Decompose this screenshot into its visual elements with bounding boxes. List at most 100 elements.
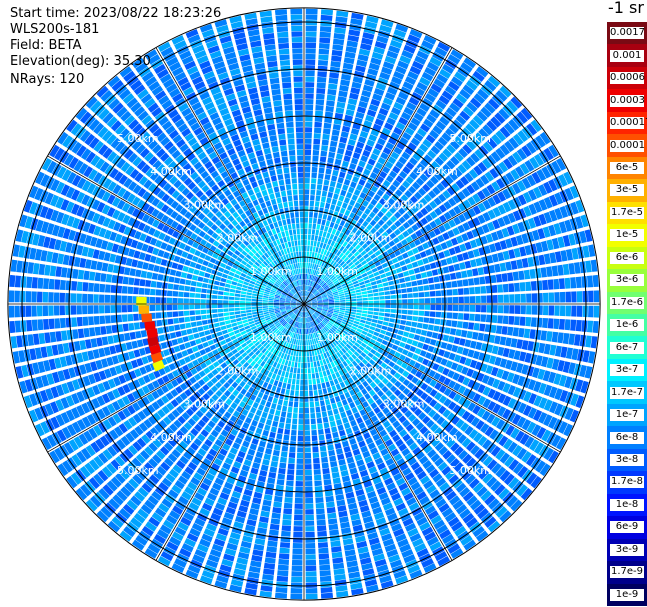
range-gate-cell	[275, 484, 284, 491]
range-gate-cell	[375, 398, 383, 406]
range-gate-cell	[298, 305, 303, 310]
range-gate-cell	[146, 271, 153, 279]
range-gate-cell	[328, 306, 334, 309]
range-gate-cell	[394, 411, 403, 419]
range-gate-cell	[327, 337, 332, 344]
range-gate-cell	[311, 304, 318, 306]
range-gate-cell	[362, 413, 370, 421]
range-gate-cell	[446, 186, 456, 196]
range-gate-cell	[459, 88, 471, 100]
range-gate-cell	[490, 116, 502, 128]
range-gate-cell	[538, 397, 548, 409]
range-gate-cell	[405, 437, 415, 447]
range-gate-cell	[364, 279, 371, 284]
range-gate-cell	[424, 311, 430, 317]
range-gate-cell	[104, 284, 111, 293]
range-gate-cell	[286, 474, 294, 481]
range-gate-cell	[306, 291, 310, 297]
range-gate-cell	[358, 361, 365, 368]
range-gate-cell	[462, 144, 473, 155]
range-gate-cell	[362, 228, 370, 235]
range-gate-cell	[290, 320, 295, 326]
range-gate-cell	[544, 466, 552, 477]
range-gate-cell	[302, 340, 304, 346]
range-gate-cell	[260, 464, 269, 472]
range-gate-cell	[107, 263, 114, 273]
range-gate-cell	[241, 464, 250, 472]
range-gate-cell	[350, 181, 357, 189]
range-gate-cell	[240, 297, 246, 301]
range-gate-cell	[486, 376, 495, 387]
range-gate-cell	[321, 347, 326, 354]
range-gate-cell	[317, 530, 327, 537]
range-gate-cell	[409, 171, 418, 181]
range-gate-cell	[470, 152, 480, 164]
range-gate-cell	[305, 298, 310, 303]
range-gate-cell	[331, 216, 337, 223]
range-gate-cell	[368, 537, 380, 546]
range-gate-cell	[334, 298, 340, 301]
range-gate-cell	[360, 155, 369, 163]
range-gate-cell	[280, 411, 287, 418]
range-gate-cell	[178, 317, 185, 323]
range-gate-cell	[342, 285, 348, 289]
range-gate-cell	[530, 119, 542, 133]
range-gate-cell	[394, 380, 402, 388]
range-gate-cell	[320, 274, 325, 280]
range-gate-cell	[328, 309, 334, 312]
range-gate-cell	[452, 404, 462, 414]
range-gate-cell	[356, 263, 363, 269]
range-gate-cell	[358, 240, 365, 247]
range-gate-cell	[562, 361, 571, 373]
range-gate-cell	[301, 323, 303, 329]
range-gate-cell	[315, 343, 319, 350]
range-gate-cell	[353, 333, 360, 339]
range-gate-cell	[356, 307, 363, 310]
range-gate-cell	[294, 344, 298, 351]
range-gate-cell	[316, 324, 321, 331]
range-gate-cell	[310, 280, 313, 286]
range-gate-cell	[447, 80, 460, 92]
range-gate-cell	[332, 193, 339, 200]
range-gate-cell	[335, 107, 345, 114]
range-gate-cell	[527, 189, 537, 201]
range-gate-cell	[181, 470, 192, 480]
range-gate-cell	[502, 201, 512, 213]
range-gate-cell	[374, 142, 384, 151]
range-gate-cell	[485, 314, 492, 323]
range-gate-cell	[424, 93, 436, 103]
range-gate-cell	[397, 507, 409, 517]
range-gate-cell	[283, 322, 289, 328]
range-gate-cell	[329, 455, 337, 462]
range-gate-cell	[333, 242, 339, 249]
range-gate-cell	[441, 63, 455, 75]
range-gate-cell	[157, 273, 164, 281]
range-gate-cell	[316, 519, 326, 526]
range-gate-cell	[229, 496, 240, 504]
range-gate-cell	[312, 344, 316, 350]
range-gate-cell	[305, 311, 307, 318]
range-gate-cell	[179, 278, 186, 285]
range-gate-cell	[472, 268, 479, 277]
range-gate-cell	[492, 378, 501, 389]
range-gate-cell	[304, 379, 308, 385]
range-gate-cell	[174, 480, 185, 490]
range-gate-cell	[373, 271, 380, 277]
range-gate-cell	[411, 181, 421, 190]
range-gate-cell	[495, 466, 507, 478]
range-gate-cell	[386, 276, 393, 281]
range-gate-cell	[243, 459, 252, 467]
range-gate-cell	[235, 317, 242, 322]
range-gate-cell	[241, 408, 249, 416]
range-gate-cell	[330, 267, 336, 273]
range-gate-cell	[373, 512, 385, 520]
range-gate-cell	[316, 508, 325, 515]
range-gate-cell	[49, 331, 57, 343]
range-gate-cell	[455, 179, 465, 189]
range-gate-cell	[298, 407, 304, 414]
range-gate-cell	[177, 304, 184, 310]
range-gate-cell	[339, 381, 346, 388]
range-gate-cell	[240, 307, 246, 311]
range-gate-cell	[339, 245, 345, 252]
range-gate-cell	[390, 304, 397, 309]
